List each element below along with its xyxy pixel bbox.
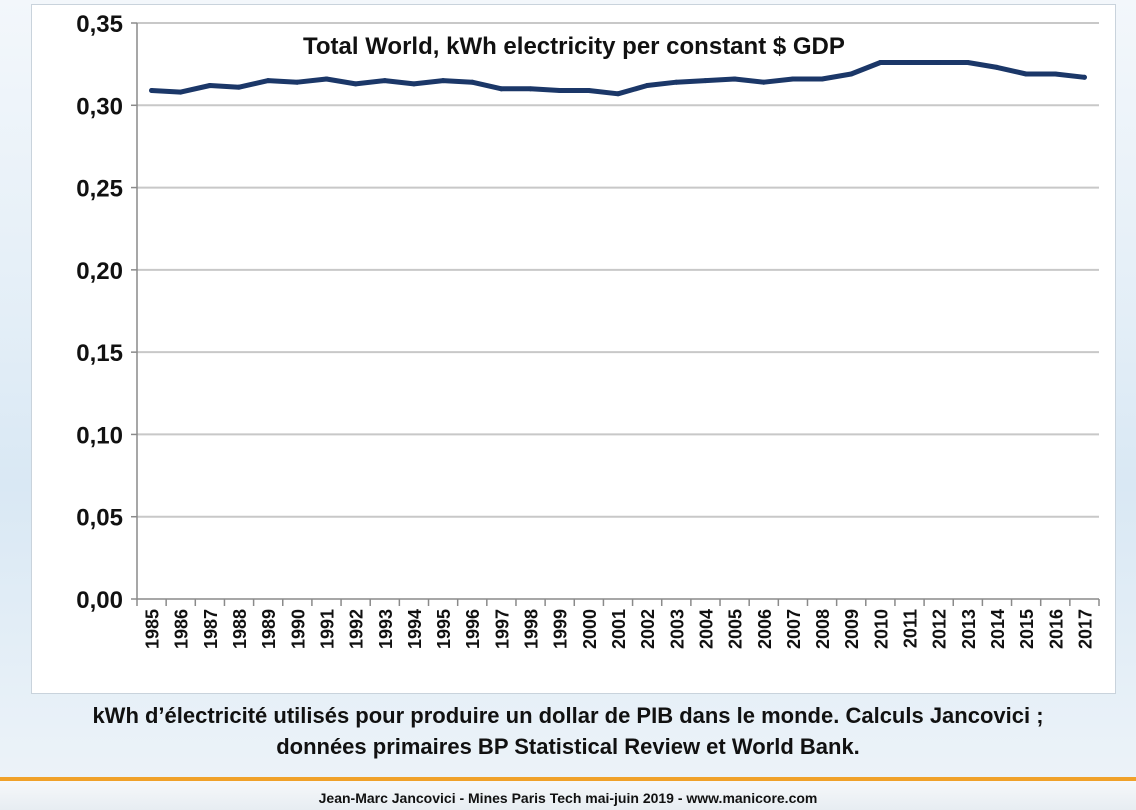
line-chart: 0,000,050,100,150,200,250,300,35 1985 198… xyxy=(76,11,1100,649)
x-tick-label: 2014 xyxy=(988,609,1008,649)
series-layer xyxy=(149,59,1087,97)
caption-line-1: kWh d’électricité utilisés pour produire… xyxy=(92,703,1044,728)
data-point xyxy=(644,83,650,89)
y-axis-ticks: 0,00 0,05 0,10 0,15 0,20 0,25 0,30 0,35 xyxy=(76,11,123,614)
data-point xyxy=(411,81,417,87)
x-tick-label: 1986 xyxy=(172,609,192,649)
gridlines xyxy=(131,22,1100,606)
x-tick-label: 2017 xyxy=(1075,609,1095,649)
x-tick-label: 2002 xyxy=(638,609,658,649)
data-point xyxy=(965,59,971,65)
y-tick-label: 0,35 xyxy=(76,11,123,38)
x-tick-label: 1990 xyxy=(288,609,308,649)
x-tick-label: 1988 xyxy=(230,609,250,649)
x-tick-label: 2001 xyxy=(609,609,629,649)
x-tick-label: 2010 xyxy=(871,609,891,649)
footer-divider xyxy=(0,777,1136,781)
data-point xyxy=(702,78,708,84)
data-point xyxy=(1023,71,1029,77)
x-tick-label: 1998 xyxy=(522,609,542,649)
data-point xyxy=(557,87,563,93)
data-point xyxy=(819,76,825,82)
x-tick-label: 1999 xyxy=(551,609,571,649)
x-tick-label: 1993 xyxy=(376,609,396,649)
series-line xyxy=(149,60,1087,97)
x-tick-label: 2015 xyxy=(1017,609,1037,649)
data-point xyxy=(469,79,475,85)
x-tick-label: 2006 xyxy=(755,609,775,649)
footer-bar xyxy=(0,781,1136,810)
x-tick-label: 2016 xyxy=(1046,609,1066,649)
data-point xyxy=(673,79,679,85)
data-point xyxy=(353,81,359,87)
data-point xyxy=(1081,74,1087,80)
x-tick-label: 1989 xyxy=(259,609,279,649)
x-tick-label: 2008 xyxy=(813,609,833,649)
y-tick-label: 0,25 xyxy=(76,176,123,203)
data-point xyxy=(936,59,942,65)
x-tick-label: 1997 xyxy=(492,609,512,649)
data-point xyxy=(790,76,796,82)
data-point xyxy=(615,91,621,97)
data-point xyxy=(382,78,388,84)
x-tick-label: 1992 xyxy=(347,609,367,649)
x-tick-label: 2007 xyxy=(784,609,804,649)
caption-line-2: données primaires BP Statistical Review … xyxy=(276,734,860,759)
x-tick-label: 1994 xyxy=(405,609,425,649)
x-tick-label: 2004 xyxy=(696,609,716,649)
x-tick-label: 2005 xyxy=(726,609,746,649)
data-point xyxy=(732,76,738,82)
x-tick-label: 2009 xyxy=(842,609,862,649)
x-tick-label: 1987 xyxy=(201,609,221,649)
data-point xyxy=(149,87,155,93)
x-tick-label: 2003 xyxy=(667,609,687,649)
data-point xyxy=(994,64,1000,70)
data-point xyxy=(907,59,913,65)
data-point xyxy=(207,83,213,89)
x-axis-ticks: 1985 1986 1987 1988 1989 1990 1991 1992 1993 1994… xyxy=(143,609,1096,649)
x-tick-label: 1996 xyxy=(463,609,483,649)
data-point xyxy=(877,59,883,65)
y-tick-label: 0,15 xyxy=(76,340,123,367)
data-point xyxy=(236,84,242,90)
data-point xyxy=(1052,71,1058,77)
y-tick-label: 0,00 xyxy=(76,587,123,614)
data-point xyxy=(265,78,271,84)
x-tick-label: 2000 xyxy=(580,609,600,649)
data-point xyxy=(294,79,300,85)
x-tick-label: 2011 xyxy=(901,609,921,648)
y-tick-label: 0,10 xyxy=(76,422,123,449)
data-point xyxy=(761,79,767,85)
chart-title: Total World, kWh electricity per constan… xyxy=(303,33,845,60)
data-point xyxy=(323,76,329,82)
data-point xyxy=(440,78,446,84)
data-point xyxy=(178,89,184,95)
y-tick-label: 0,20 xyxy=(76,258,123,285)
data-point xyxy=(586,87,592,93)
x-tick-label: 2013 xyxy=(959,609,979,649)
x-tick-label: 1995 xyxy=(434,609,454,649)
data-point xyxy=(528,86,534,92)
footer-text: Jean-Marc Jancovici - Mines Paris Tech m… xyxy=(318,790,818,806)
x-tick-label: 2012 xyxy=(930,609,950,649)
y-tick-label: 0,05 xyxy=(76,505,123,532)
data-point xyxy=(498,86,504,92)
data-point xyxy=(848,71,854,77)
chart-frame: 0,00 0,05 0,10 0,15 0,20 0,25 0,30 0,35 1985 198… xyxy=(31,4,1116,694)
x-tick-label: 1991 xyxy=(317,609,337,649)
x-tick-label: 1985 xyxy=(143,609,163,649)
y-tick-label: 0,30 xyxy=(76,93,123,120)
